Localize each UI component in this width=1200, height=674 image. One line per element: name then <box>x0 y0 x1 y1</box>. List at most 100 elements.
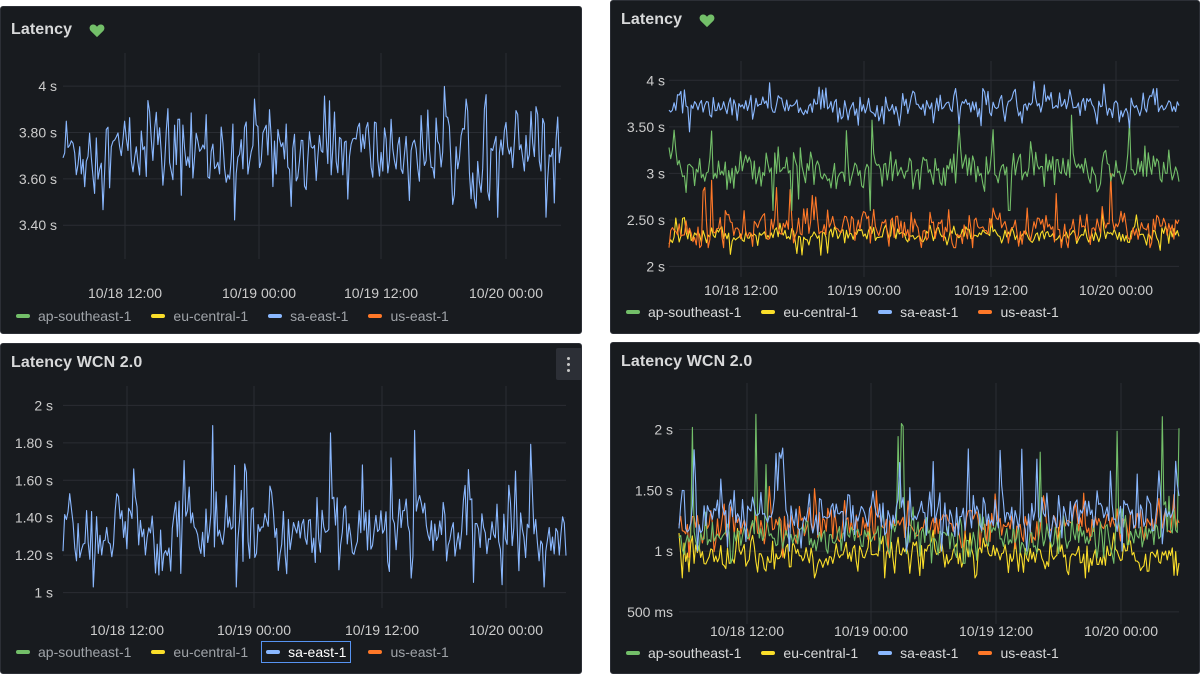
series-line-us-east-1[interactable] <box>668 172 1180 249</box>
legend: ap-southeast-1 eu-central-1 sa-east-1 us… <box>13 306 466 326</box>
latency-chart[interactable]: 4 s 3.50 s 3 s 2.50 s 2 s 10/18 12:00 10/19 00… <box>611 1 1200 334</box>
latency-chart[interactable]: 4 s 3.80 s 3.60 s 3.40 s 10/18 12:00 10/19 00… <box>1 7 582 334</box>
x-tick-label: 10/18 12:00 <box>704 282 778 298</box>
legend-item-sa-east-1[interactable]: sa-east-1 <box>265 306 351 326</box>
x-tick-label: 10/19 00:00 <box>217 622 291 638</box>
legend-item-ap-southeast-1[interactable]: ap-southeast-1 <box>13 306 134 326</box>
y-tick-label: 4 s <box>38 78 57 94</box>
legend-swatch <box>761 310 776 314</box>
legend-label: ap-southeast-1 <box>648 304 742 320</box>
y-tick-label: 3.80 s <box>19 125 57 141</box>
legend-item-ap-southeast-1[interactable]: ap-southeast-1 <box>623 643 744 663</box>
y-tick-label: 3.50 s <box>627 119 665 135</box>
y-tick-label: 1.20 s <box>15 547 53 563</box>
legend-label: us-east-1 <box>1000 645 1059 661</box>
x-tick-label: 10/20 00:00 <box>1084 623 1158 639</box>
x-tick-label: 10/19 12:00 <box>344 285 418 301</box>
legend-item-eu-central-1[interactable]: eu-central-1 <box>148 641 251 663</box>
legend-item-sa-east-1[interactable]: sa-east-1 <box>875 302 961 322</box>
series-line-sa-east-1[interactable] <box>678 447 1180 552</box>
series-line-eu-central-1[interactable] <box>668 210 1180 256</box>
legend-label: eu-central-1 <box>173 644 249 660</box>
series-line-sa-east-1[interactable] <box>668 81 1180 133</box>
y-tick-label: 3 s <box>646 165 665 181</box>
y-tick-label: 1.60 s <box>15 472 53 488</box>
legend-label: ap-southeast-1 <box>648 645 742 661</box>
x-tick-label: 10/18 12:00 <box>710 623 784 639</box>
y-tick-label: 2 s <box>34 397 53 413</box>
legend-item-sa-east-1[interactable]: sa-east-1 <box>261 641 352 663</box>
y-tick-label: 2 s <box>646 258 665 274</box>
legend-swatch <box>151 314 166 318</box>
panel-latency-left[interactable]: Latency 4 s 3.80 s 3.60 s 3.40 s 10/18 12:00… <box>0 6 582 334</box>
menu-dot <box>567 357 570 360</box>
panel-title[interactable]: Latency WCN 2.0 <box>621 353 752 371</box>
legend-label: sa-east-1 <box>290 308 349 324</box>
legend-item-us-east-1[interactable]: us-east-1 <box>975 302 1061 322</box>
series-line-ap-southeast-1[interactable] <box>678 413 1180 564</box>
legend: ap-southeast-1 eu-central-1 sa-east-1 us… <box>13 641 466 663</box>
legend-item-sa-east-1[interactable]: sa-east-1 <box>875 643 961 663</box>
x-tick-label: 10/20 00:00 <box>1079 282 1153 298</box>
panel-latency-wcn-right[interactable]: Latency WCN 2.0 2 s 1.50 s 1 s 500 ms 10/18 … <box>610 342 1200 674</box>
panel-title-text: Latency WCN 2.0 <box>621 353 753 370</box>
legend-label: eu-central-1 <box>783 304 859 320</box>
legend: ap-southeast-1 eu-central-1 sa-east-1 us… <box>623 302 1076 322</box>
x-tick-label: 10/18 12:00 <box>88 285 162 301</box>
legend-label: eu-central-1 <box>173 308 249 324</box>
y-tick-label: 3.40 s <box>19 217 57 233</box>
legend-item-eu-central-1[interactable]: eu-central-1 <box>148 306 251 326</box>
panel-title[interactable]: Latency <box>621 11 715 29</box>
y-tick-label: 1.40 s <box>15 510 53 526</box>
series-line-eu-central-1[interactable] <box>678 526 1180 579</box>
legend-label: ap-southeast-1 <box>38 308 132 324</box>
series-line-sa-east-1[interactable] <box>62 425 567 588</box>
panel-latency-right[interactable]: Latency 4 s 3.50 s 3 s 2.50 s 2 s 10/18 12:00… <box>610 0 1200 334</box>
legend-label: eu-central-1 <box>783 645 859 661</box>
panel-title[interactable]: Latency <box>11 21 105 39</box>
legend-swatch <box>268 314 283 318</box>
x-tick-label: 10/20 00:00 <box>469 285 543 301</box>
legend-item-eu-central-1[interactable]: eu-central-1 <box>758 643 861 663</box>
x-tick-label: 10/19 12:00 <box>959 623 1033 639</box>
latency-wcn-chart[interactable]: 2 s 1.50 s 1 s 500 ms 10/18 12:00 10/19 00:00… <box>611 343 1200 674</box>
series-line-sa-east-1[interactable] <box>62 85 562 221</box>
legend-label: ap-southeast-1 <box>38 644 132 660</box>
panel-latency-wcn-left[interactable]: Latency WCN 2.0 2 s 1.80 s 1.60 s 1.40 s 1.2… <box>0 343 582 674</box>
legend-swatch <box>978 651 993 655</box>
x-tick-label: 10/19 00:00 <box>222 285 296 301</box>
panel-title-text: Latency <box>621 11 683 28</box>
y-tick-label: 1 s <box>34 585 53 601</box>
legend-swatch <box>368 650 383 654</box>
legend-item-us-east-1[interactable]: us-east-1 <box>365 641 451 663</box>
legend-swatch <box>151 650 166 654</box>
panel-title[interactable]: Latency WCN 2.0 <box>11 354 142 372</box>
x-tick-label: 10/20 00:00 <box>469 622 543 638</box>
x-tick-label: 10/18 12:00 <box>90 622 164 638</box>
x-tick-label: 10/19 12:00 <box>954 282 1028 298</box>
legend-swatch <box>626 310 640 314</box>
heart-icon <box>699 13 715 27</box>
heart-icon <box>89 23 105 37</box>
legend-item-ap-southeast-1[interactable]: ap-southeast-1 <box>623 302 744 322</box>
legend-label: us-east-1 <box>390 308 449 324</box>
legend-item-us-east-1[interactable]: us-east-1 <box>365 306 451 326</box>
latency-wcn-chart[interactable]: 2 s 1.80 s 1.60 s 1.40 s 1.20 s 1 s 10/18 12:0… <box>1 344 582 674</box>
legend-swatch <box>626 651 640 655</box>
legend-swatch <box>266 650 281 654</box>
legend-item-us-east-1[interactable]: us-east-1 <box>975 643 1061 663</box>
legend-swatch <box>16 650 30 654</box>
series-line-ap-southeast-1[interactable] <box>668 114 1180 212</box>
legend-swatch <box>978 310 993 314</box>
y-tick-label: 500 ms <box>627 604 673 620</box>
legend-item-eu-central-1[interactable]: eu-central-1 <box>758 302 861 322</box>
y-tick-label: 1.50 s <box>635 482 673 498</box>
legend-swatch <box>16 314 30 318</box>
panel-menu-button[interactable] <box>556 348 581 380</box>
y-tick-label: 3.60 s <box>19 171 57 187</box>
legend-label: us-east-1 <box>390 644 449 660</box>
y-tick-label: 2 s <box>654 421 673 437</box>
legend-item-ap-southeast-1[interactable]: ap-southeast-1 <box>13 641 134 663</box>
legend-label: sa-east-1 <box>288 644 347 660</box>
legend-label: sa-east-1 <box>900 645 959 661</box>
